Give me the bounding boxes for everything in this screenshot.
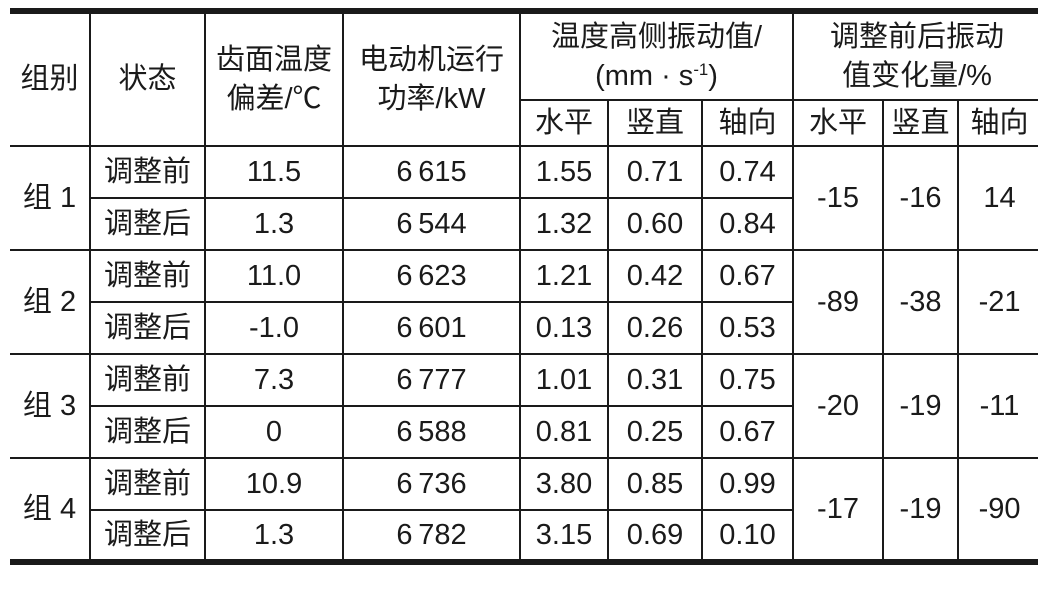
change-v-cell: -19	[882, 353, 960, 459]
subheader-change-axial: 轴向	[957, 99, 1038, 147]
vibration-a-cell: 0.67	[700, 405, 795, 459]
temp-cell: 7.3	[204, 353, 344, 407]
header-temp: 齿面温度 偏差/℃	[204, 10, 344, 147]
temp-cell: 10.9	[204, 457, 344, 511]
vibration-a-cell: 0.75	[700, 353, 795, 407]
table-row: 组 4 调整前 10.9 6 736 3.80 0.85 0.99 -17 -1…	[10, 457, 1038, 563]
change-h-cell: -15	[792, 145, 885, 251]
vibration-v-cell: 0.31	[607, 353, 703, 407]
power-cell: 6 777	[342, 353, 521, 407]
status-cell: 调整后	[89, 509, 206, 563]
subheader-change-horizontal: 水平	[792, 99, 885, 147]
temp-cell: 0	[204, 405, 344, 459]
status-cell: 调整前	[89, 457, 206, 511]
power-cell: 6 544	[342, 197, 521, 251]
power-cell: 6 588	[342, 405, 521, 459]
vibration-v-cell: 0.60	[607, 197, 703, 251]
vibration-a-cell: 0.53	[700, 301, 795, 355]
vibration-unit-post: )	[708, 59, 718, 92]
status-cell: 调整后	[89, 301, 206, 355]
change-h-cell: -89	[792, 249, 885, 355]
vibration-v-cell: 0.25	[607, 405, 703, 459]
vibration-v-cell: 0.26	[607, 301, 703, 355]
status-cell: 调整后	[89, 405, 206, 459]
change-h-cell: -17	[792, 457, 885, 563]
table-row: 组 3 调整前 7.3 6 777 1.01 0.31 0.75 -20 -19…	[10, 353, 1038, 459]
change-a-cell: -90	[957, 457, 1038, 563]
temp-cell: 11.5	[204, 145, 344, 199]
change-v-cell: -19	[882, 457, 960, 563]
vibration-a-cell: 0.74	[700, 145, 795, 199]
vibration-a-cell: 0.67	[700, 249, 795, 303]
change-a-cell: -21	[957, 249, 1038, 355]
change-v-cell: -38	[882, 249, 960, 355]
vibration-v-cell: 0.71	[607, 145, 703, 199]
vibration-a-cell: 0.10	[700, 509, 795, 563]
group-name-cell: 组 4	[10, 457, 91, 563]
power-cell: 6 615	[342, 145, 521, 199]
table-row: 调整后 1.3 6 782 3.15 0.69 0.10	[10, 509, 1038, 563]
status-cell: 调整后	[89, 197, 206, 251]
group-name-cell: 组 3	[10, 353, 91, 459]
header-power-line2: 功率/kW	[377, 82, 486, 115]
vibration-h-cell: 0.13	[519, 301, 609, 355]
vibration-data-table: 组别 状态 齿面温度 偏差/℃ 电动机运行 功率/kW 温度高侧振动值/ (mm…	[10, 8, 1038, 565]
table-row: 调整后 1.3 6 544 1.32 0.60 0.84	[10, 197, 1038, 251]
header-change: 调整前后振动 值变化量/%	[792, 10, 1038, 101]
header-vibration: 温度高侧振动值/ (mm · s-1)	[518, 10, 795, 101]
vibration-h-cell: 0.81	[519, 405, 609, 459]
status-cell: 调整前	[89, 145, 206, 199]
change-v-cell: -16	[882, 145, 960, 251]
power-cell: 6 782	[342, 509, 521, 563]
temp-cell: 1.3	[204, 509, 344, 563]
vibration-a-cell: 0.84	[700, 197, 795, 251]
header-temp-line2: 偏差/℃	[226, 82, 322, 115]
group-name-cell: 组 1	[10, 145, 91, 251]
vibration-unit-sup: -1	[693, 60, 709, 80]
header-change-line1: 调整前后振动	[830, 21, 1005, 54]
power-cell: 6 623	[342, 249, 521, 303]
vibration-unit-pre: (mm · s	[595, 59, 694, 92]
vibration-h-cell: 3.15	[519, 509, 609, 563]
vibration-h-cell: 1.01	[519, 353, 609, 407]
header-status: 状态	[89, 10, 206, 147]
table-container: 组别 状态 齿面温度 偏差/℃ 电动机运行 功率/kW 温度高侧振动值/ (mm…	[10, 8, 1038, 565]
vibration-a-cell: 0.99	[700, 457, 795, 511]
vibration-h-cell: 3.80	[519, 457, 609, 511]
header-power-line1: 电动机运行	[358, 44, 504, 77]
change-h-cell: -20	[792, 353, 885, 459]
power-cell: 6 736	[342, 457, 521, 511]
table-row: 调整后 -1.0 6 601 0.13 0.26 0.53	[10, 301, 1038, 355]
vibration-v-cell: 0.69	[607, 509, 703, 563]
change-a-cell: -11	[957, 353, 1038, 459]
power-cell: 6 601	[342, 301, 521, 355]
header-group: 组别	[10, 10, 91, 147]
header-change-line2: 值变化量/%	[842, 59, 992, 92]
temp-cell: 1.3	[204, 197, 344, 251]
vibration-v-cell: 0.42	[607, 249, 703, 303]
status-cell: 调整前	[89, 249, 206, 303]
subheader-vibration-horizontal: 水平	[519, 99, 609, 147]
vibration-v-cell: 0.85	[607, 457, 703, 511]
temp-cell: -1.0	[204, 301, 344, 355]
table-row: 组 1 调整前 11.5 6 615 1.55 0.71 0.74 -15 -1…	[10, 145, 1038, 251]
table-row: 组 2 调整前 11.0 6 623 1.21 0.42 0.67 -89 -3…	[10, 249, 1038, 355]
header-power: 电动机运行 功率/kW	[342, 10, 521, 147]
group-name-cell: 组 2	[10, 249, 91, 355]
table-row: 调整后 0 6 588 0.81 0.25 0.67	[10, 405, 1038, 459]
header-vibration-line1: 温度高侧振动值/	[550, 21, 763, 54]
temp-cell: 11.0	[204, 249, 344, 303]
change-a-cell: 14	[957, 145, 1038, 251]
vibration-h-cell: 1.32	[519, 197, 609, 251]
subheader-vibration-axial: 轴向	[700, 99, 795, 147]
header-temp-line1: 齿面温度	[215, 44, 332, 77]
vibration-h-cell: 1.55	[519, 145, 609, 199]
status-cell: 调整前	[89, 353, 206, 407]
vibration-h-cell: 1.21	[519, 249, 609, 303]
header-vibration-unit: (mm · s-1)	[521, 57, 792, 95]
subheader-vibration-vertical: 竖直	[607, 99, 703, 147]
subheader-change-vertical: 竖直	[882, 99, 960, 147]
